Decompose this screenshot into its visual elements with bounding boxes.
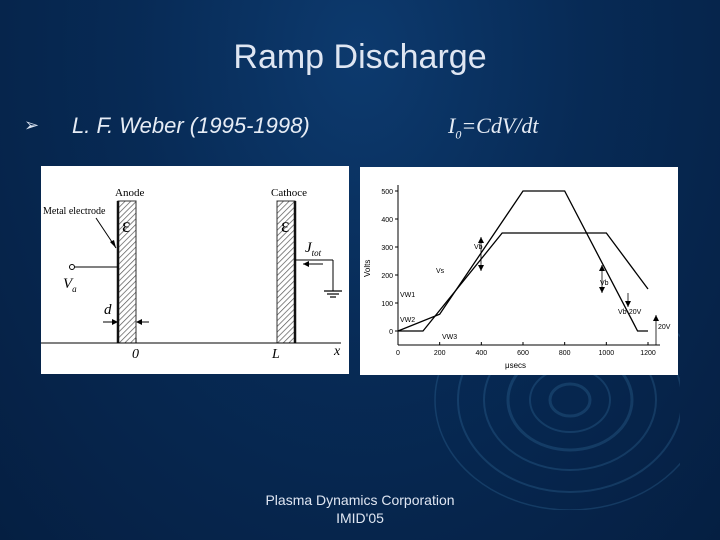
y-tick-label: 0 — [389, 329, 393, 336]
epsilon-left: ε — [122, 215, 130, 237]
electrode-diagram: Anode Cathoce Metal electrode ε ε Va Jto… — [41, 166, 349, 374]
jtot-label-sub: tot — [312, 248, 322, 258]
thickness-arrow-icon — [112, 319, 118, 325]
vb2-label: Vb — [600, 280, 609, 287]
v20-label: 20V — [658, 324, 671, 331]
v20-arrowhead-icon — [653, 315, 659, 321]
metal-electrode-label: Metal electrode — [43, 206, 106, 217]
formula: I0=CdV/dt — [448, 113, 539, 142]
footer-company: Plasma Dynamics Corporation — [265, 492, 455, 508]
x-tick-label: 1000 — [599, 350, 615, 357]
y-tick-label: 200 — [381, 273, 393, 280]
bullet-row: ➢ L. F. Weber (1995-1998) I0=CdV/dt — [24, 113, 704, 143]
vw3-label: VW3 — [442, 334, 457, 341]
vw1-label: VW1 — [400, 292, 415, 299]
ramp-waveform-chart: Volts μsecs 500 400 300 200 100 0 0 200 400 600 8… — [360, 167, 678, 375]
waveform-series-1 — [397, 190, 648, 332]
pointer-arrowhead-icon — [110, 240, 116, 248]
series-group — [397, 190, 649, 332]
x-tick-label: 400 — [475, 350, 487, 357]
footer-event: IMID'05 — [336, 510, 384, 526]
length-label: L — [271, 347, 280, 362]
epsilon-right: ε — [281, 215, 289, 237]
y-tick-label: 300 — [381, 245, 393, 252]
origin-label: 0 — [132, 347, 139, 362]
formula-lead: I — [448, 113, 456, 138]
jtot-label-main: J — [305, 240, 313, 256]
va-terminal — [69, 264, 75, 270]
va-label: Va — [63, 276, 77, 294]
x-ticks: 0 200 400 600 800 1000 1200 — [396, 342, 656, 357]
axis-label: x — [333, 344, 341, 359]
cathode-label: Cathoce — [271, 187, 307, 199]
footer: Plasma Dynamics Corporation IMID'05 — [0, 491, 720, 527]
vb20-label: Vb-20V — [618, 309, 642, 316]
vw2-label: VW2 — [400, 317, 415, 324]
x-tick-label: 800 — [559, 350, 571, 357]
bullet-text: L. F. Weber (1995-1998) — [72, 113, 310, 138]
x-tick-label: 600 — [517, 350, 529, 357]
y-tick-label: 500 — [381, 189, 393, 196]
y-axis-label: Volts — [363, 260, 372, 277]
x-tick-label: 200 — [434, 350, 446, 357]
vb20-arrowhead-icon — [625, 301, 631, 307]
formula-sub: 0 — [455, 127, 462, 142]
jtot-label: Jtot — [305, 240, 322, 258]
vs-label: Vs — [436, 268, 445, 275]
x-tick-label: 1200 — [640, 350, 656, 357]
va-label-sub: a — [72, 284, 77, 294]
vb1-arrowhead-icon — [478, 237, 484, 243]
va-label-main: V — [63, 276, 74, 292]
anode-label: Anode — [115, 187, 144, 199]
waveform-series-2 — [398, 232, 649, 332]
formula-tail: =CdV/dt — [461, 113, 539, 138]
thickness-label: d — [104, 302, 112, 318]
slide-title: Ramp Discharge — [233, 38, 487, 76]
x-tick-label: 0 — [396, 350, 400, 357]
bullet-arrow-icon: ➢ — [24, 115, 40, 135]
y-tick-label: 400 — [381, 217, 393, 224]
y-tick-label: 100 — [381, 301, 393, 308]
vb2-arrowhead-icon — [599, 265, 605, 271]
vb1-label: Vb — [474, 244, 483, 251]
x-axis-label: μsecs — [505, 361, 526, 370]
y-ticks: 500 400 300 200 100 0 — [381, 189, 398, 336]
